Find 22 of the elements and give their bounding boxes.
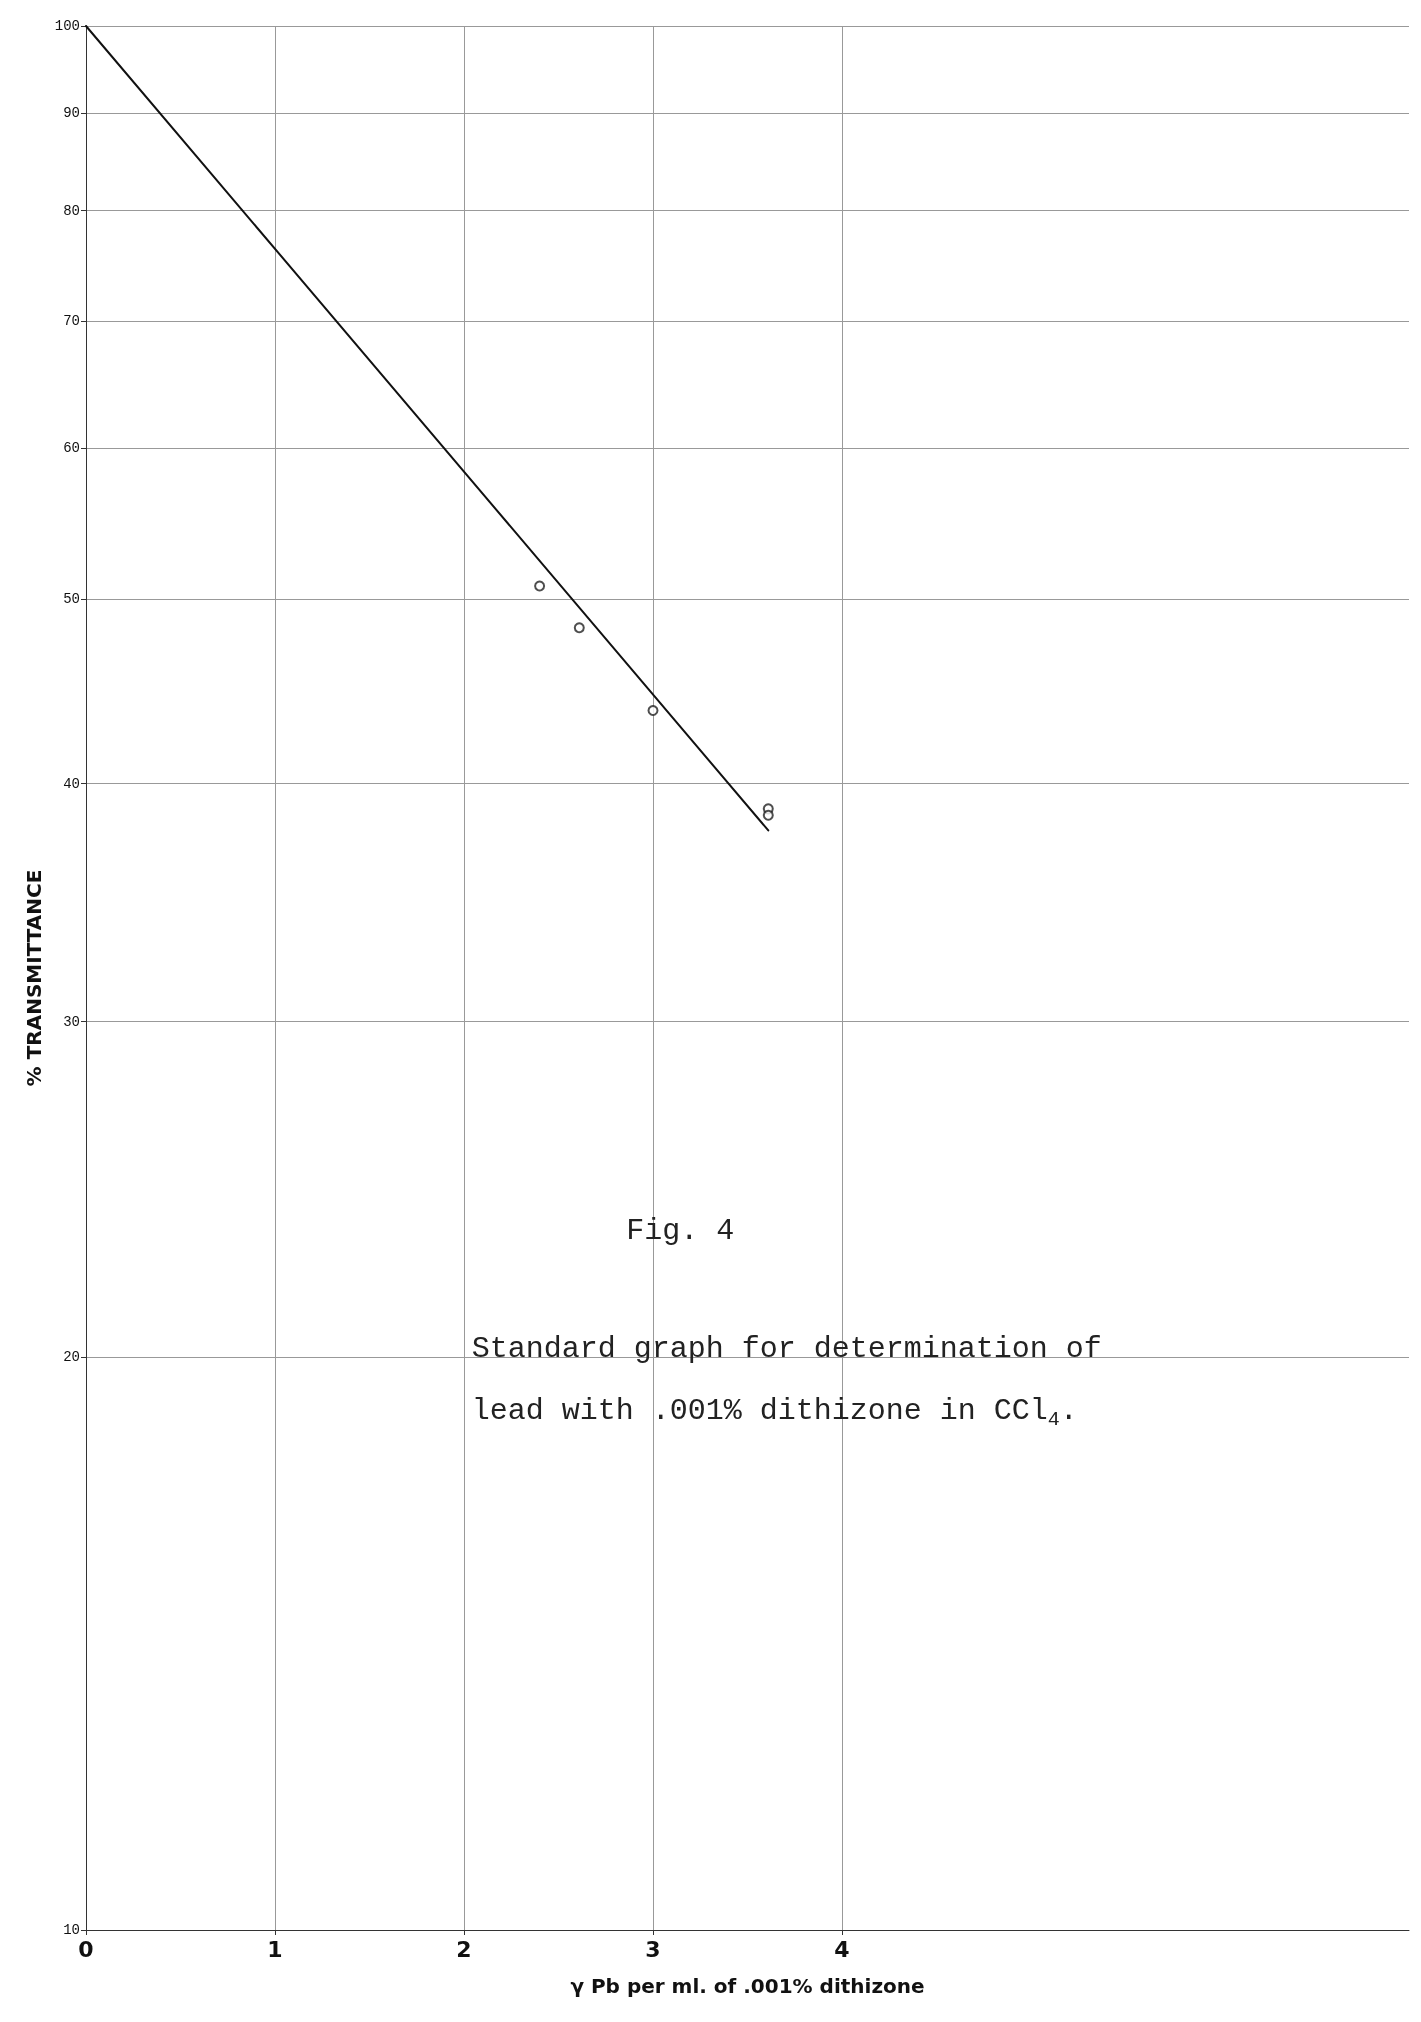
x-tick-label: 4 bbox=[834, 1936, 850, 1962]
y-tick-label: 30 bbox=[63, 1013, 80, 1030]
y-tick-label: 20 bbox=[63, 1348, 80, 1365]
y-tick-label: 50 bbox=[63, 591, 80, 608]
y-tick-label: 90 bbox=[63, 105, 80, 122]
y-axis-title: % TRANSMITTANCE bbox=[21, 869, 46, 1087]
y-tick-label: 70 bbox=[63, 312, 80, 329]
x-tick-label: 2 bbox=[456, 1936, 472, 1962]
y-tick-label: 10 bbox=[63, 1922, 80, 1938]
x-tick-label: 3 bbox=[645, 1936, 661, 1962]
y-tick-label: 40 bbox=[63, 775, 80, 792]
x-tick-label: 1 bbox=[267, 1936, 283, 1962]
point bbox=[762, 809, 774, 821]
y-tick-label: 80 bbox=[63, 202, 80, 219]
point bbox=[573, 622, 585, 634]
point bbox=[647, 705, 659, 717]
y-tick-label: 60 bbox=[63, 440, 80, 457]
x-axis-title: γ Pb per ml. of .001% dithizone bbox=[570, 1974, 925, 1998]
x-tick-label: 0 bbox=[78, 1936, 94, 1962]
y-tick-label: 100 bbox=[54, 18, 80, 34]
point bbox=[534, 580, 546, 592]
annotation: Fig. 4 bbox=[626, 1214, 735, 1248]
